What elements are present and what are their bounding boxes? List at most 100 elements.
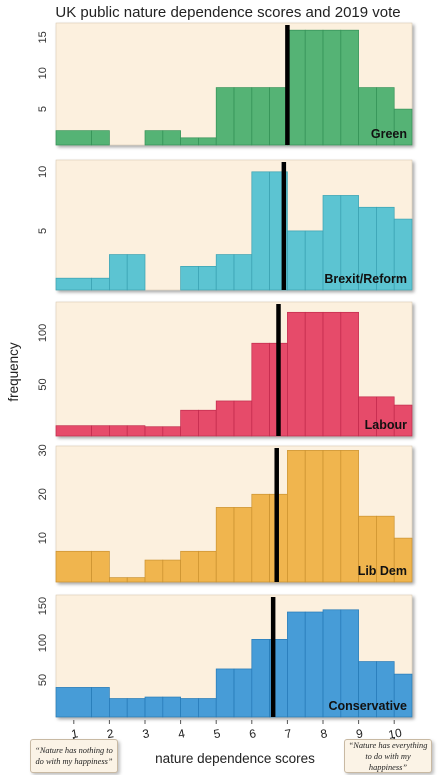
bar bbox=[198, 409, 217, 437]
bar bbox=[144, 559, 164, 583]
bar bbox=[109, 698, 128, 718]
bar bbox=[55, 425, 92, 437]
bar bbox=[287, 230, 306, 291]
bar bbox=[233, 668, 253, 718]
bar bbox=[55, 687, 92, 718]
bar bbox=[180, 698, 199, 718]
party-label: Labour bbox=[365, 418, 407, 432]
x-tick-label: 1 bbox=[70, 726, 79, 741]
bar bbox=[340, 29, 359, 146]
y-tick-label: 10 bbox=[37, 532, 49, 544]
bar bbox=[162, 426, 181, 437]
x-axis-label: nature dependence scores bbox=[155, 751, 315, 766]
bar bbox=[109, 425, 128, 437]
x-tick-label: 5 bbox=[213, 726, 222, 741]
y-tick-label: 20 bbox=[37, 488, 49, 500]
bar bbox=[91, 130, 110, 146]
y-tick-label: 100 bbox=[37, 324, 49, 342]
y-tick-label: 50 bbox=[37, 674, 49, 686]
bar bbox=[304, 230, 324, 291]
annotation-right: “Nature has everything to do with my hap… bbox=[344, 739, 432, 773]
bar bbox=[269, 87, 288, 146]
bar bbox=[198, 266, 217, 291]
bar bbox=[144, 696, 164, 718]
panel-2: 50 100 Labour bbox=[37, 301, 413, 437]
x-tick-label: 8 bbox=[319, 726, 328, 741]
bar bbox=[215, 400, 235, 437]
bar bbox=[162, 130, 181, 146]
bar bbox=[233, 254, 253, 291]
y-tick-label: 100 bbox=[37, 634, 49, 652]
bar bbox=[393, 404, 413, 437]
bar bbox=[251, 171, 270, 291]
x-tick-label: 6 bbox=[248, 726, 257, 741]
bar bbox=[91, 550, 110, 583]
bar bbox=[55, 130, 92, 146]
bar bbox=[287, 311, 306, 437]
y-axis-label: frequency bbox=[6, 342, 21, 402]
bar bbox=[180, 266, 199, 291]
bar bbox=[109, 254, 128, 291]
bar bbox=[198, 550, 217, 583]
bar bbox=[215, 254, 235, 291]
chart-title: UK public nature dependence scores and 2… bbox=[55, 4, 400, 21]
x-tick-label: 3 bbox=[141, 726, 150, 741]
panels: 5 10 15 Green 5 10 Brexit/Reform 50 100 Labour 10 2… bbox=[37, 22, 413, 718]
bar bbox=[198, 137, 217, 146]
x-axis: 1 2 3 4 5 6 7 8 9 10 bbox=[70, 720, 403, 748]
bar bbox=[251, 342, 270, 437]
bar bbox=[251, 87, 270, 146]
y-tick-label: 5 bbox=[37, 228, 49, 234]
bar bbox=[55, 277, 92, 291]
bar bbox=[393, 673, 413, 718]
y-tick-label: 10 bbox=[37, 166, 49, 178]
x-tick-label: 4 bbox=[177, 726, 186, 741]
bar bbox=[144, 130, 164, 146]
bar bbox=[304, 450, 324, 583]
bar bbox=[287, 450, 306, 583]
bar bbox=[162, 559, 181, 583]
x-tick-label: 9 bbox=[355, 726, 364, 741]
bar bbox=[198, 698, 217, 718]
y-tick-label: 50 bbox=[37, 378, 49, 390]
party-label: Lib Dem bbox=[358, 564, 407, 578]
x-tick-label: 10 bbox=[387, 726, 403, 742]
bar bbox=[322, 450, 342, 583]
bar bbox=[287, 29, 306, 146]
bar bbox=[144, 426, 164, 437]
bar bbox=[215, 87, 235, 146]
bar bbox=[162, 696, 181, 718]
bar bbox=[322, 311, 342, 437]
bar bbox=[322, 29, 342, 146]
bar bbox=[340, 311, 359, 437]
bar bbox=[180, 409, 199, 437]
annotation-left: “Nature has nothing to do with my happin… bbox=[30, 739, 118, 773]
bar bbox=[304, 611, 324, 718]
party-label: Green bbox=[371, 127, 407, 141]
bar bbox=[109, 577, 128, 583]
y-tick-label: 15 bbox=[37, 31, 49, 43]
bar bbox=[233, 507, 253, 583]
bar bbox=[126, 425, 146, 437]
y-tick-label: 5 bbox=[37, 106, 49, 112]
panel-3: 10 20 30 Lib Dem bbox=[37, 444, 413, 583]
bar bbox=[233, 87, 253, 146]
x-tick-label: 2 bbox=[106, 726, 115, 741]
y-tick-label: 10 bbox=[37, 67, 49, 79]
bar bbox=[55, 550, 92, 583]
bar bbox=[304, 311, 324, 437]
bar bbox=[126, 698, 146, 718]
x-tick-label: 7 bbox=[284, 726, 293, 741]
bar bbox=[393, 537, 413, 583]
bar bbox=[287, 611, 306, 718]
bar bbox=[91, 425, 110, 437]
bar bbox=[251, 639, 270, 718]
bar bbox=[180, 550, 199, 583]
panel-4: 50 100 150 Conservative bbox=[37, 594, 413, 718]
bar bbox=[215, 507, 235, 583]
panel-1: 5 10 Brexit/Reform bbox=[37, 159, 413, 291]
party-label: Brexit/Reform bbox=[324, 272, 407, 286]
bar bbox=[340, 450, 359, 583]
panel-0: 5 10 15 Green bbox=[37, 22, 413, 146]
